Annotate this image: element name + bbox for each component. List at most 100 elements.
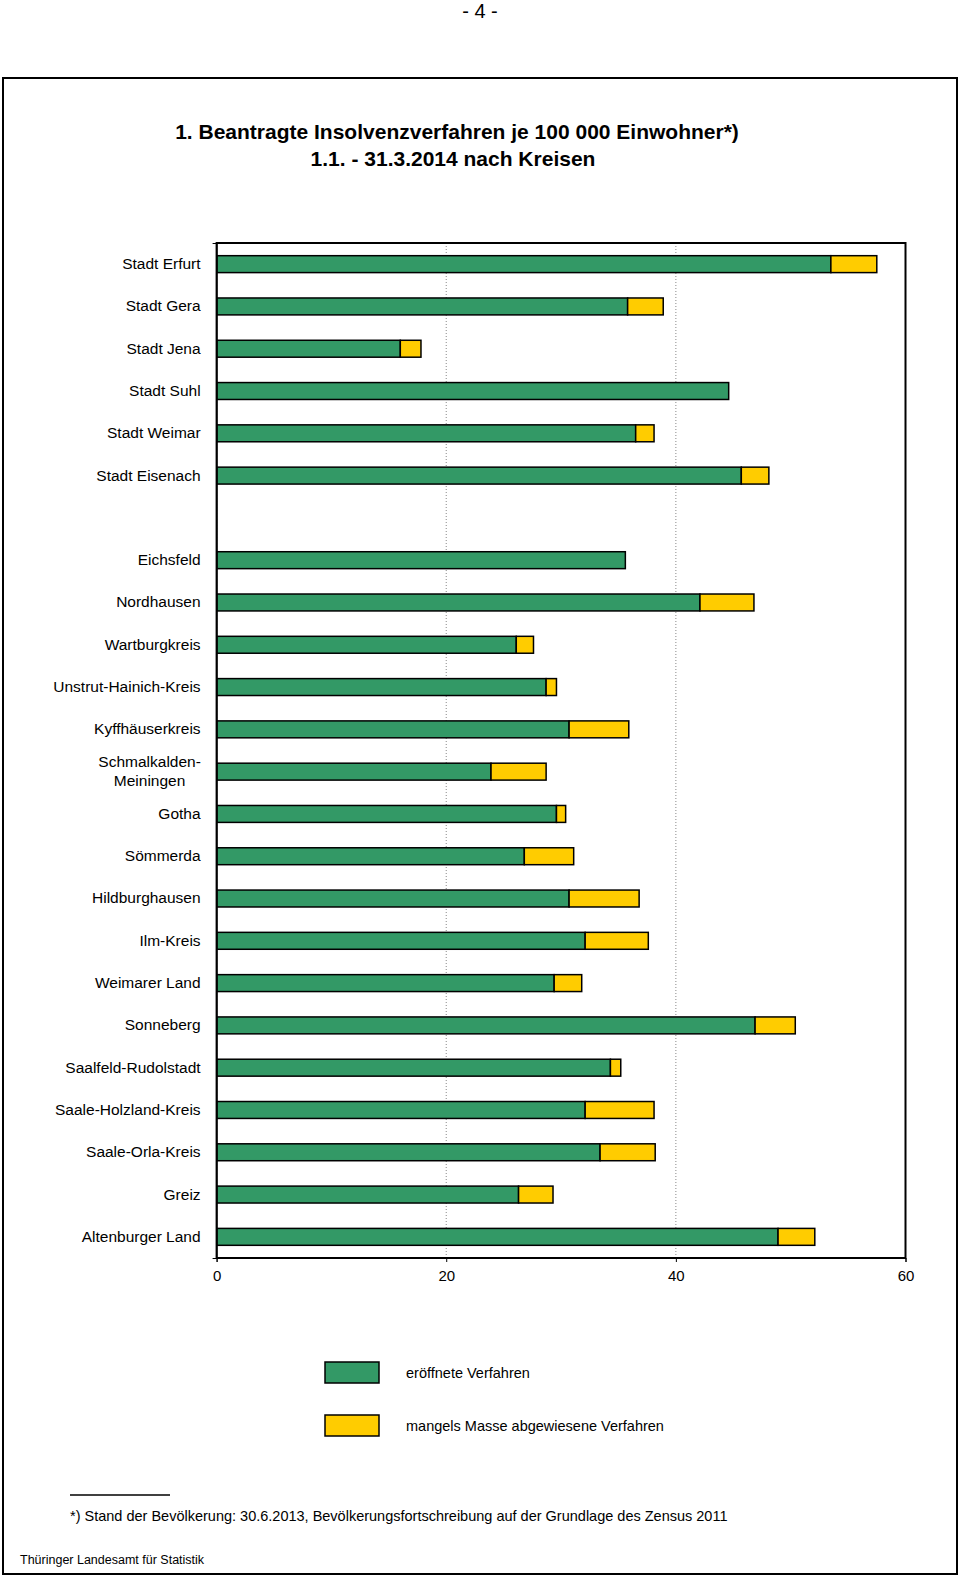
y-tick-mark	[213, 813, 217, 814]
y-tick: Weimarer Land	[95, 974, 217, 991]
y-tick-label: Sonneberg	[125, 1016, 201, 1033]
bar	[217, 552, 626, 569]
y-tick-mark	[213, 729, 217, 730]
y-tick-mark	[213, 1194, 217, 1195]
bar	[217, 256, 831, 273]
bar	[217, 763, 491, 780]
bar	[519, 1186, 553, 1203]
bar	[569, 721, 629, 738]
y-tick-mark	[213, 898, 217, 899]
y-tick: Schmalkalden-Meiningen	[98, 753, 216, 789]
bar	[217, 1144, 600, 1161]
footnote: *) Stand der Bevölkerung: 30.6.2013, Bev…	[70, 1508, 727, 1524]
y-tick-mark	[213, 856, 217, 857]
x-tick-label: 60	[898, 1267, 915, 1284]
bar	[600, 1144, 655, 1161]
bar	[556, 805, 565, 822]
y-tick-mark	[213, 687, 217, 688]
x-tick-label: 0	[213, 1267, 221, 1284]
bar	[217, 1186, 519, 1203]
y-tick: Wartburgkreis	[105, 636, 217, 653]
y-tick: Saale-Orla-Kreis	[86, 1143, 217, 1160]
y-tick: Sonneberg	[125, 1016, 217, 1033]
y-tick-mark	[213, 1236, 217, 1237]
bar	[524, 848, 573, 865]
bar	[217, 340, 401, 357]
y-tick-label: Unstrut-Hainich-Kreis	[53, 678, 201, 695]
y-tick: Stadt Weimar	[107, 424, 217, 441]
y-tick	[213, 517, 217, 518]
bar	[610, 1059, 620, 1076]
y-tick-label: Saale-Orla-Kreis	[86, 1143, 201, 1160]
y-tick: Greiz	[164, 1186, 217, 1203]
bar	[400, 340, 421, 357]
y-tick-label: Stadt Weimar	[107, 424, 201, 441]
y-tick-label: Schmalkalden-Meiningen	[98, 753, 201, 789]
x-tick-mark	[906, 1258, 907, 1262]
page-number: - 4 -	[462, 0, 498, 22]
y-tick-mark	[213, 1152, 217, 1153]
y-tick-mark	[213, 1025, 217, 1026]
bar	[217, 298, 628, 315]
y-tick-label: Sömmerda	[125, 847, 201, 864]
source: Thüringer Landesamt für Statistik	[20, 1553, 205, 1567]
x-axis-line	[217, 1259, 906, 1263]
y-tick: Saalfeld-Rudolstadt	[65, 1059, 216, 1076]
y-tick-mark	[213, 1067, 217, 1068]
bar	[741, 467, 769, 484]
bar	[217, 636, 517, 653]
bar	[217, 425, 636, 442]
y-tick-label: Hildburghausen	[92, 889, 201, 906]
bar	[585, 932, 648, 949]
y-tick-label: Nordhausen	[116, 593, 200, 610]
y-tick: Stadt Gera	[126, 297, 217, 314]
bar	[728, 383, 730, 400]
y-tick: Stadt Suhl	[129, 382, 217, 399]
y-tick: Unstrut-Hainich-Kreis	[53, 678, 216, 695]
y-tick-mark	[213, 560, 217, 561]
y-tick-label: Ilm-Kreis	[139, 932, 200, 949]
y-tick: Nordhausen	[116, 593, 216, 610]
y-tick-mark	[213, 644, 217, 645]
y-tick-mark	[213, 348, 217, 349]
subtitle: 1.1. - 31.3.2014 nach Kreisen	[311, 147, 596, 170]
title: 1. Beantragte Insolvenzverfahren je 100 …	[175, 120, 739, 143]
y-tick-mark	[213, 475, 217, 476]
y-tick-label: Stadt Gera	[126, 297, 201, 314]
y-tick-label: Stadt Suhl	[129, 382, 201, 399]
bar	[217, 805, 557, 822]
y-tick-mark	[213, 983, 217, 984]
bar	[831, 256, 877, 273]
bar	[554, 975, 582, 992]
y-tick-mark	[213, 391, 217, 392]
bar	[585, 1102, 654, 1119]
y-tick: Ilm-Kreis	[139, 932, 216, 949]
bars	[217, 256, 877, 1246]
y-tick: Stadt Eisenach	[96, 467, 216, 484]
y-tick-mark	[213, 517, 217, 518]
x-tick-label: 40	[668, 1267, 685, 1284]
page-frame	[3, 78, 957, 1574]
y-tick: Stadt Erfurt	[122, 255, 216, 272]
y-tick-label: Wartburgkreis	[105, 636, 201, 653]
y-tick-mark	[213, 264, 217, 265]
x-tick: 40	[668, 1258, 685, 1284]
y-tick-mark	[213, 771, 217, 772]
bar	[778, 1228, 815, 1245]
legend-swatch	[325, 1362, 379, 1383]
bar	[217, 932, 586, 949]
y-tick: Sömmerda	[125, 847, 217, 864]
bar	[217, 467, 742, 484]
bar	[217, 383, 729, 400]
legend-swatch	[325, 1415, 379, 1436]
bar	[217, 594, 700, 611]
y-tick-mark	[213, 306, 217, 307]
bar	[217, 890, 569, 907]
y-tick-mark	[213, 602, 217, 603]
y-tick-label: Eichsfeld	[138, 551, 201, 568]
legend-label: mangels Masse abgewiesene Verfahren	[406, 1418, 664, 1434]
x-tick-label: 20	[438, 1267, 455, 1284]
y-tick-label: Stadt Jena	[126, 340, 200, 357]
bar	[636, 425, 654, 442]
y-tick-label: Saalfeld-Rudolstadt	[65, 1059, 201, 1076]
